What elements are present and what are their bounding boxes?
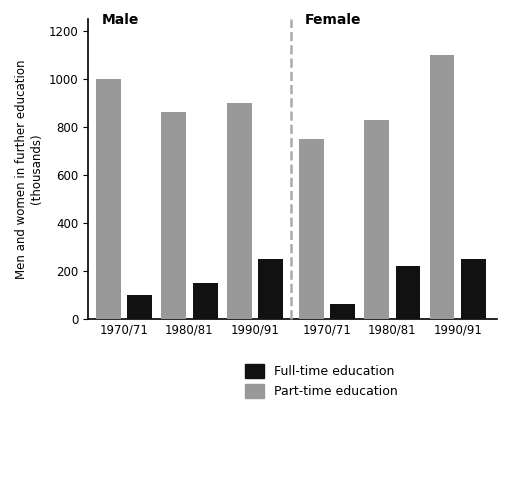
Text: Male: Male	[102, 13, 139, 27]
Bar	[330, 304, 355, 319]
Bar	[96, 79, 121, 319]
Bar	[227, 103, 251, 319]
Bar	[298, 139, 324, 319]
Bar	[396, 266, 420, 319]
Bar	[127, 295, 152, 319]
Bar	[258, 259, 283, 319]
Bar	[461, 259, 486, 319]
Y-axis label: Men and women in further education
(thousands): Men and women in further education (thou…	[15, 59, 43, 278]
Legend: Full-time education, Part-time education: Full-time education, Part-time education	[245, 364, 397, 398]
Bar	[161, 112, 186, 319]
Text: Female: Female	[305, 13, 361, 27]
Bar	[193, 283, 218, 319]
Bar	[430, 55, 455, 319]
Bar	[364, 120, 389, 319]
